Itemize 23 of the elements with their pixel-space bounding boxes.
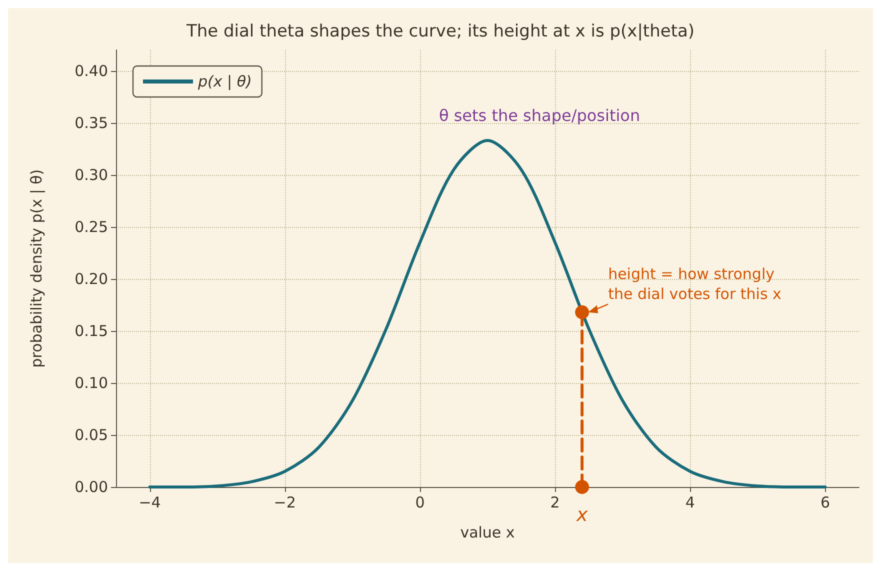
y-tick-label: 0.05 xyxy=(74,426,108,444)
y-tick-label: 0.15 xyxy=(74,322,108,340)
x-tick-label: −4 xyxy=(138,494,161,512)
y-tick-label: 0.10 xyxy=(74,374,108,392)
chart-title: The dial theta shapes the curve; its height at x is p(x|theta) xyxy=(185,22,695,42)
y-tick-label: 0.40 xyxy=(74,62,108,80)
y-tick-label: 0.30 xyxy=(74,166,108,184)
annotation: height = how strongly the dial votes for this x xyxy=(608,265,782,304)
legend-label: p(x | θ) xyxy=(197,72,252,90)
line-series xyxy=(148,139,827,488)
x-tick-label: −2 xyxy=(274,494,296,512)
x-tick-label: 6 xyxy=(820,494,830,512)
x-tick-label: 4 xyxy=(685,494,695,512)
y-tick-label: 0.25 xyxy=(74,218,108,236)
y-tick-label: 0.20 xyxy=(74,270,108,288)
y-tick-label: 0.00 xyxy=(74,478,108,496)
y-tick-label: 0.35 xyxy=(74,114,108,132)
annotation: x xyxy=(575,504,588,526)
x-tick-label: 2 xyxy=(550,494,560,512)
annotation: θ sets the shape/position xyxy=(438,106,640,126)
y-axis-title: probability density p(x | θ) xyxy=(28,169,46,368)
x-tick-label: 0 xyxy=(415,494,425,512)
x-axis-title: value x xyxy=(460,524,515,542)
